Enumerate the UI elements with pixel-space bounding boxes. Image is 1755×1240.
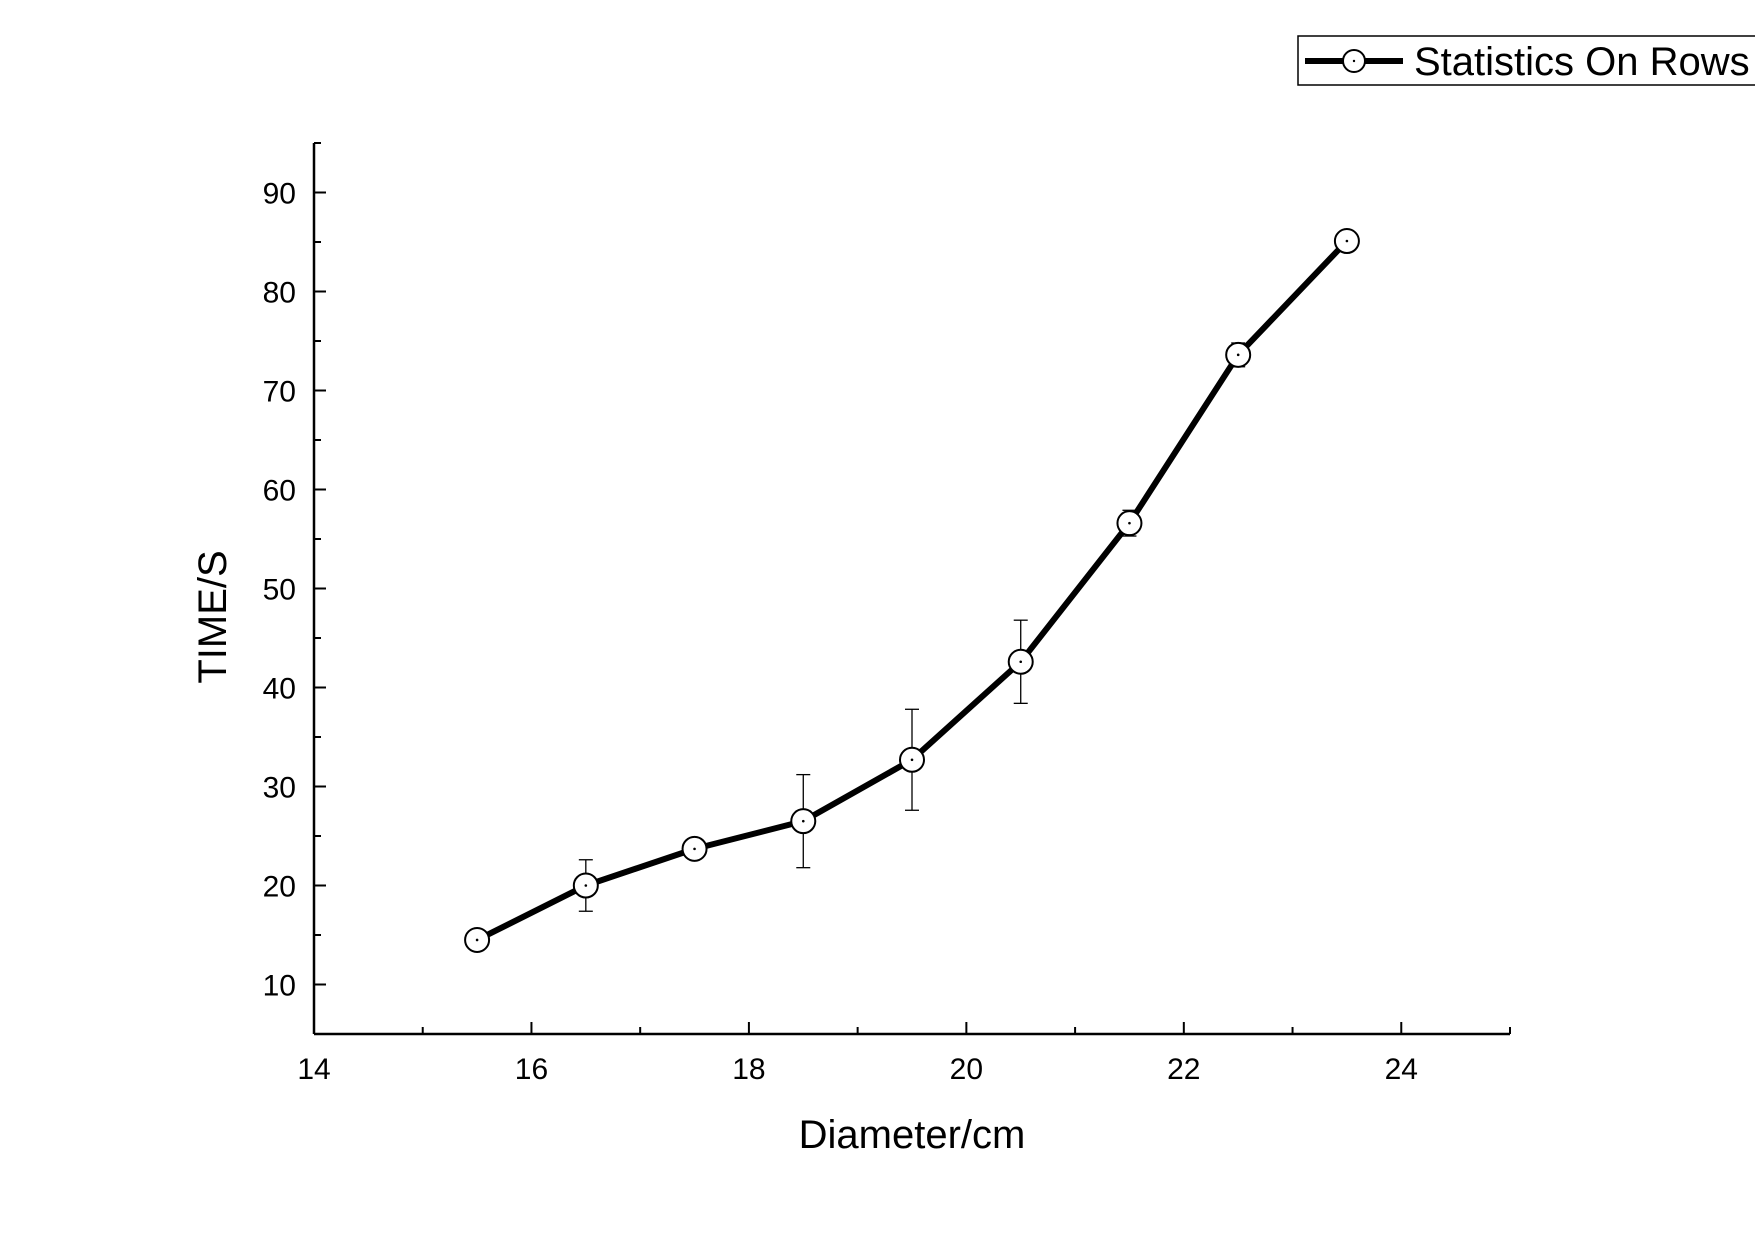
data-point-center [1019, 660, 1023, 664]
data-point-center [910, 758, 914, 762]
series-line-segment [1017, 520, 1133, 665]
y-axis-ticks: 10 20 30 40 50 60 70 80 90 [263, 142, 326, 1035]
series-line-segment [691, 818, 807, 852]
x-tick-label: 18 [732, 1053, 765, 1086]
series-line-segment [1126, 351, 1242, 527]
data-point-center [584, 884, 588, 887]
data-point-center [1128, 521, 1131, 525]
series-line-segment [909, 658, 1024, 763]
series-line-segment [800, 756, 915, 825]
y-tick-label: 10 [263, 970, 296, 1003]
y-tick-label: 90 [263, 178, 296, 211]
x-tick-label: 24 [1385, 1053, 1418, 1086]
data-point-center [475, 938, 479, 942]
series-line-segment [582, 845, 698, 889]
data-point-center [801, 819, 805, 823]
x-axis-ticks: 14 16 18 20 22 24 [297, 1022, 1511, 1086]
x-tick-label: 16 [515, 1053, 548, 1086]
y-tick-label: 30 [263, 772, 296, 805]
series-line-segment [474, 882, 589, 943]
x-tick-label: 14 [297, 1053, 330, 1086]
data-points [464, 228, 1360, 953]
x-tick-label: 22 [1167, 1053, 1200, 1086]
error-bars [470, 234, 1354, 948]
series-lines [474, 238, 1350, 943]
x-tick-label: 20 [950, 1053, 983, 1086]
y-tick-label: 40 [263, 673, 296, 706]
y-tick-label: 50 [263, 574, 296, 607]
legend: Statistics On Rows [1297, 35, 1755, 86]
y-tick-label: 80 [263, 277, 296, 310]
y-tick-label: 20 [263, 871, 296, 904]
axes [312, 143, 1510, 1036]
series-line-segment [1235, 238, 1350, 358]
legend-marker-center [1352, 59, 1356, 63]
x-axis-title: Diameter/cm [799, 1113, 1026, 1157]
legend-label: Statistics On Rows [1414, 40, 1750, 84]
data-point-center [1236, 353, 1240, 357]
y-tick-label: 60 [263, 475, 296, 508]
y-axis-title: TIME/S [191, 550, 235, 683]
y-tick-label: 70 [263, 376, 296, 409]
data-point-center [1345, 239, 1349, 243]
data-point-center [693, 847, 696, 851]
